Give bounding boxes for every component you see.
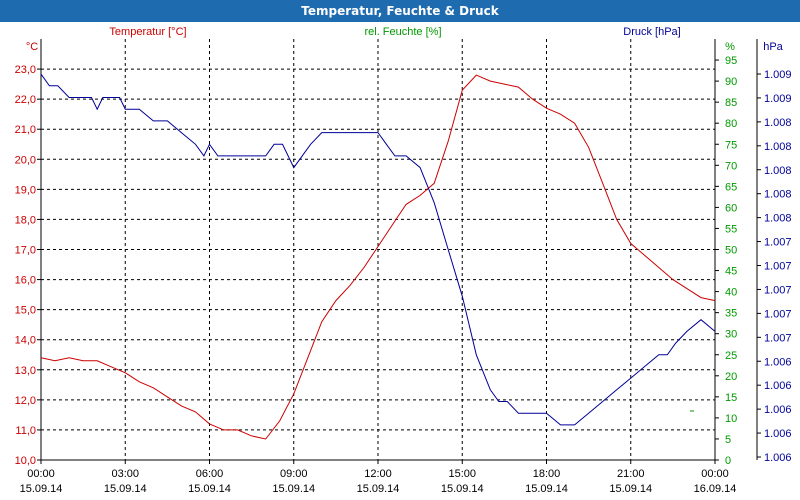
humidity-tick-label: 50 (725, 245, 737, 257)
x-tick-time: 00:00 (701, 468, 729, 480)
x-tick-time: 18:00 (533, 468, 561, 480)
pressure-tick-label: 1.007 (764, 284, 792, 296)
x-tick-date: 15.09.14 (104, 483, 147, 495)
humidity-tick-label: 90 (725, 76, 737, 88)
humidity-tick-label: 20 (725, 371, 737, 383)
pressure-tick-label: 1.008 (764, 117, 792, 129)
humidity-tick-label: 30 (725, 329, 737, 341)
temperature-tick-label: 17,0 (15, 245, 36, 257)
humidity-tick-label: 80 (725, 118, 737, 130)
pressure-unit: hPa (763, 41, 783, 53)
humidity-tick-label: 5 (725, 434, 731, 446)
x-tick-time: 15:00 (448, 468, 476, 480)
humidity-tick-label: 0 (725, 455, 731, 467)
series-line-temperatur (40, 74, 716, 440)
temperature-tick-label: 16,0 (15, 275, 36, 287)
pressure-tick-label: 1.007 (764, 261, 792, 273)
humidity-tick-label: 10 (725, 413, 737, 425)
temperature-tick-label: 23,0 (15, 64, 36, 76)
temperature-tick-label: 11,0 (15, 425, 36, 437)
x-tick-time: 12:00 (364, 468, 392, 480)
humidity-tick-label: 70 (725, 160, 737, 172)
temperature-tick-label: 14,0 (15, 335, 36, 347)
temperature-tick-label: 22,0 (15, 94, 36, 106)
x-tick-time: 06:00 (196, 468, 224, 480)
chart-title: Temperatur, Feuchte & Druck (0, 0, 800, 22)
humidity-tick-label: 25 (725, 350, 737, 362)
x-tick-time: 03:00 (111, 468, 139, 480)
pressure-tick-label: 1.008 (764, 165, 792, 177)
pressure-tick-label: 1.007 (764, 237, 792, 249)
pressure-tick-label: 1.006 (764, 428, 792, 440)
temperature-tick-label: 18,0 (15, 214, 36, 226)
x-tick-time: 21:00 (617, 468, 645, 480)
humidity-tick-label: 35 (725, 308, 737, 320)
temperature-tick-label: 20,0 (15, 154, 36, 166)
x-tick-date: 15.09.14 (441, 483, 484, 495)
humidity-tick-label: 40 (725, 287, 737, 299)
temperature-tick-label: 12,0 (15, 395, 36, 407)
x-tick-date: 15.09.14 (188, 483, 231, 495)
temperature-tick-label: 21,0 (15, 124, 36, 136)
pressure-tick-label: 1.008 (764, 213, 792, 225)
humidity-tick-label: 15 (725, 392, 737, 404)
x-tick-time: 09:00 (280, 468, 308, 480)
pressure-tick-label: 1.006 (764, 452, 792, 464)
x-tick-date: 15.09.14 (20, 483, 63, 495)
temperature-unit: °C (26, 41, 38, 53)
x-tick-date: 15.09.14 (609, 483, 652, 495)
temperature-axis-label: Temperatur [°C] (109, 26, 186, 38)
pressure-axis-label: Druck [hPa] (623, 26, 680, 38)
humidity-tick-label: 85 (725, 97, 737, 109)
x-tick-date: 15.09.14 (357, 483, 400, 495)
x-tick-date: 15.09.14 (525, 483, 568, 495)
temperature-tick-label: 13,0 (15, 365, 36, 377)
pressure-tick-label: 1.006 (764, 404, 792, 416)
pressure-tick-label: 1.009 (764, 93, 792, 105)
humidity-tick-label: 65 (725, 181, 737, 193)
x-tick-date: 15.09.14 (272, 483, 315, 495)
chart-area: Temperatur [°C] rel. Feuchte [%] Druck [hP… (15, 26, 792, 495)
x-tick-date: 16.09.14 (694, 483, 737, 495)
humidity-unit: % (725, 41, 735, 53)
humidity-tick-label: 60 (725, 202, 737, 214)
pressure-tick-label: 1.008 (764, 189, 792, 201)
humidity-tick-label: 75 (725, 139, 737, 151)
pressure-tick-label: 1.006 (764, 356, 792, 368)
humidity-tick-label: 55 (725, 223, 737, 235)
humidity-tick-label: 95 (725, 55, 737, 67)
pressure-tick-label: 1.009 (764, 69, 792, 81)
humidity-axis-label: rel. Feuchte [%] (364, 26, 441, 38)
temperature-tick-label: 10,0 (15, 455, 36, 467)
x-tick-time: 00:00 (27, 468, 55, 480)
temperature-tick-label: 15,0 (15, 305, 36, 317)
pressure-tick-label: 1.007 (764, 332, 792, 344)
temperature-tick-label: 19,0 (15, 184, 36, 196)
pressure-tick-label: 1.006 (764, 380, 792, 392)
humidity-tick-label: 45 (725, 266, 737, 278)
pressure-tick-label: 1.008 (764, 141, 792, 153)
series-line-druck (40, 73, 716, 426)
pressure-tick-label: 1.007 (764, 308, 792, 320)
